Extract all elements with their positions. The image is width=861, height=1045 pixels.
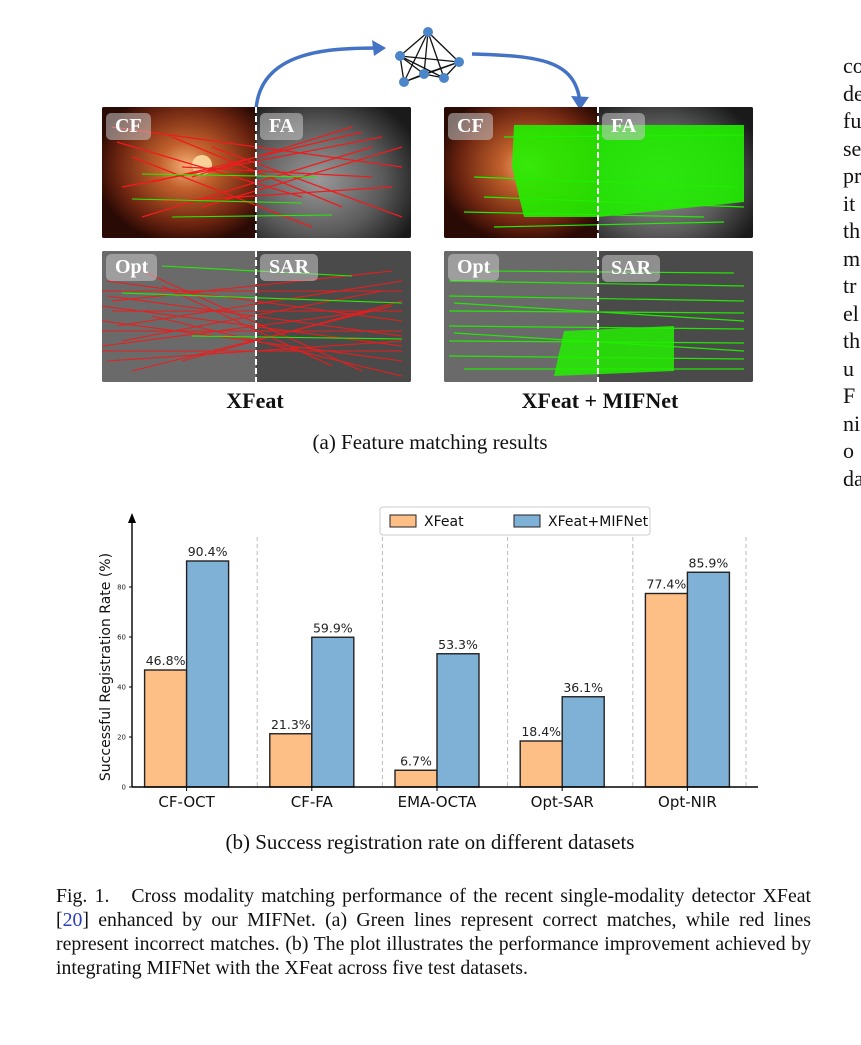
rcol-line: u: [843, 355, 854, 381]
bar-xfeat-mifnet: [436, 653, 480, 788]
y-tick-label: 80: [117, 584, 126, 592]
bar-xfeat-mifnet: [311, 636, 355, 788]
panel-xfeat-opt-sar: Opt SAR: [102, 251, 411, 382]
rcol-line: it: [843, 190, 856, 216]
x-tick-label: EMA-OCTA: [398, 793, 477, 811]
rcol-line: el: [843, 300, 859, 326]
legend-label: XFeat: [424, 514, 464, 530]
rcol-line: fu: [843, 108, 861, 133]
rcol-line: pr: [843, 163, 861, 188]
figure-label: Fig. 1.: [56, 885, 110, 907]
rcol-line: se: [843, 135, 861, 161]
tag-fa: FA: [260, 113, 304, 140]
rcol-line: th: [843, 218, 861, 243]
rcol-line: ni: [843, 410, 861, 436]
bar-xfeat-mifnet: [185, 560, 230, 788]
left-curved-arrow: [254, 46, 381, 111]
network-arrow-graphic: [254, 27, 589, 111]
network-icon: [399, 31, 460, 83]
x-tick-label: CF-OCT: [158, 793, 215, 811]
bar-xfeat: [394, 769, 438, 788]
y-tick-label: 20: [117, 734, 126, 742]
rcol-line: tr: [843, 273, 857, 298]
rcol-line: co: [843, 53, 861, 78]
tag-cf: CF: [106, 113, 151, 140]
rcol-line: de: [843, 80, 861, 106]
x-tick-label: CF-FA: [291, 793, 334, 811]
figure-caption: Fig. 1. Cross modality matching performa…: [56, 884, 811, 980]
bar-value-label: 6.7%: [400, 753, 432, 768]
bar-value-label: 77.4%: [647, 577, 687, 592]
rcol-line: th: [843, 328, 861, 353]
x-tick-label: Opt-SAR: [531, 793, 594, 811]
caption-text-1: Cross modality matching performance of t…: [56, 885, 811, 931]
tag-sar: SAR: [602, 255, 661, 282]
right-column-text: co de fu se pr it th m tr el th u F ni o…: [843, 52, 861, 492]
panel-mifnet-cf-fa: CF FA: [444, 107, 753, 238]
bar-xfeat: [269, 733, 313, 788]
bar-value-label: 85.9%: [689, 555, 729, 570]
bar-value-label: 46.8%: [146, 653, 186, 668]
bar-xfeat: [143, 669, 188, 788]
bar-xfeat: [519, 740, 563, 788]
right-arrowhead: [571, 96, 589, 110]
label-xfeat-mifnet: XFeat + MIFNet: [521, 388, 679, 413]
bar-value-label: 53.3%: [438, 637, 478, 652]
tag-cf: CF: [448, 113, 493, 140]
tag-sar: SAR: [260, 254, 319, 281]
left-arrowhead: [372, 40, 386, 56]
citation-link[interactable]: 20: [62, 909, 83, 931]
bar-xfeat: [644, 592, 689, 788]
bar-xfeat-mifnet: [561, 696, 605, 788]
rcol-line: da: [843, 465, 861, 491]
x-tick-label: Opt-NIR: [658, 793, 717, 811]
legend-swatch: [513, 514, 541, 528]
network-nodes: [395, 27, 464, 87]
bar-xfeat-mifnet: [686, 571, 731, 788]
bar-chart: 46.8% 21.3% 6.7% 18.4% 77.4% 90.4% 59.9% 53.3% 3…: [98, 506, 758, 811]
label-xfeat: XFeat: [226, 388, 284, 413]
y-tick-label: 0: [122, 784, 126, 792]
rcol-line: o: [843, 438, 854, 463]
y-axis-arrowhead: [128, 513, 136, 523]
bar-value-label: 21.3%: [271, 717, 311, 732]
caption-a: (a) Feature matching results: [312, 430, 548, 454]
y-tick-label: 60: [117, 634, 126, 642]
bar-value-label: 90.4%: [188, 544, 228, 559]
rcol-line: F: [843, 383, 856, 408]
panel-xfeat-cf-fa: CF FA: [102, 107, 411, 238]
caption-b: (b) Success registration rate on differe…: [225, 830, 635, 854]
tag-fa: FA: [602, 113, 646, 140]
tag-opt: Opt: [106, 254, 158, 281]
panel-mifnet-opt-sar: Opt SAR: [444, 251, 753, 382]
caption-text-2: ] enhanced by our MIFNet. (a) Green line…: [56, 909, 811, 979]
y-tick-label: 40: [117, 684, 126, 692]
bar-value-label: 36.1%: [563, 680, 603, 695]
bar-value-label: 59.9%: [313, 620, 353, 635]
legend-label: XFeat+MIFNet: [548, 514, 649, 530]
bar-value-label: 18.4%: [521, 724, 561, 739]
legend-swatch: [389, 514, 417, 528]
y-axis-label: Successful Registration Rate (%): [98, 553, 114, 781]
tag-opt: Opt: [448, 254, 500, 281]
right-curved-arrow: [471, 52, 582, 103]
rcol-line: m: [843, 245, 861, 271]
